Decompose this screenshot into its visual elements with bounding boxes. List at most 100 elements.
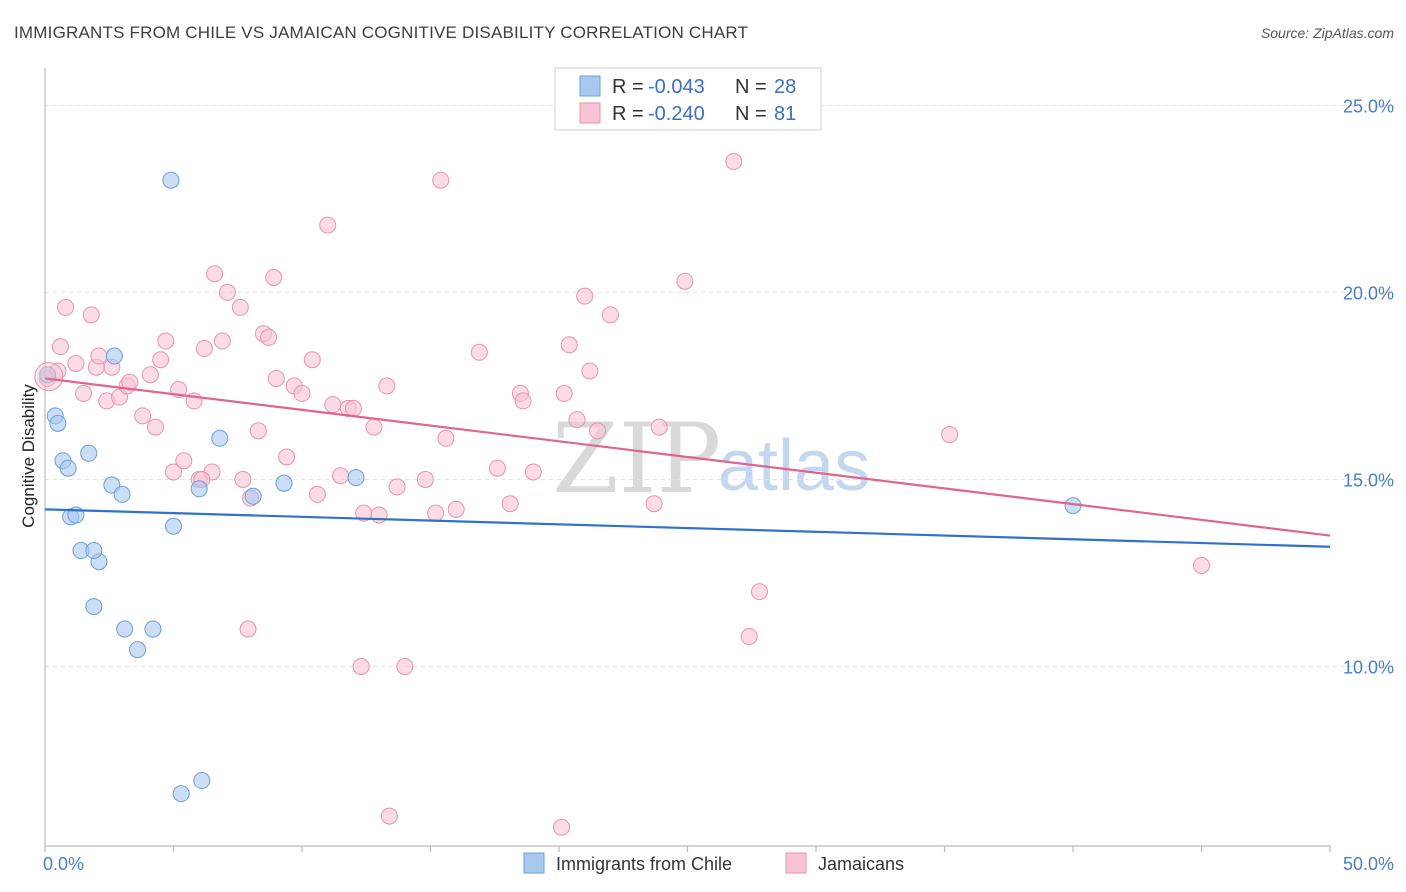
jamaicans-point-35 xyxy=(260,328,278,346)
bottom-legend-swatch-jamaicans xyxy=(785,852,807,874)
jamaicans-point-43 xyxy=(319,216,337,234)
jamaicans-point-5 xyxy=(75,384,93,402)
chile-point-18 xyxy=(172,785,190,803)
y-tick-label-3: 25.0% xyxy=(1343,96,1394,116)
jamaicans-point-52 xyxy=(380,807,398,825)
jamaicans-point-55 xyxy=(416,470,434,488)
jamaicans-point-60 xyxy=(470,343,488,361)
jamaicans-cluster-point xyxy=(34,362,64,392)
jamaicans-point-51 xyxy=(378,377,396,395)
chile-point-16 xyxy=(162,171,180,189)
chile-point-17 xyxy=(165,517,182,535)
chile-point-4 xyxy=(59,459,77,477)
chile-point-13 xyxy=(116,620,134,638)
jamaicans-point-78 xyxy=(740,628,758,646)
chile-point-15 xyxy=(144,620,162,638)
y-tick-label-1: 15.0% xyxy=(1343,470,1394,490)
series-layer xyxy=(34,153,1331,836)
jamaicans-point-27 xyxy=(213,332,231,350)
jamaicans-point-73 xyxy=(601,306,619,324)
jamaicans-point-82 xyxy=(370,506,388,524)
jamaicans-point-80 xyxy=(941,426,959,444)
chile-point-24 xyxy=(347,469,365,487)
jamaicans-point-81 xyxy=(1193,556,1210,574)
series-legend: Immigrants from Chile Jamaicans xyxy=(523,852,904,874)
bottom-legend-label-jamaicans: Jamaicans xyxy=(818,854,904,874)
jamaicans-point-50 xyxy=(365,418,383,436)
chile-point-2 xyxy=(49,414,67,432)
jamaicans-point-79 xyxy=(750,583,768,601)
jamaicans-point-70 xyxy=(576,287,594,305)
legend-r-label-jamaicans: R = xyxy=(612,103,644,125)
trendline-jamaicans xyxy=(44,377,1331,537)
legend-n-value-chile: 28 xyxy=(774,76,796,98)
gridlines xyxy=(45,104,1394,667)
chart-title: IMMIGRANTS FROM CHILE VS JAMAICAN COGNIT… xyxy=(14,23,748,42)
jamaicans-point-56 xyxy=(427,504,445,522)
jamaicans-point-3 xyxy=(57,298,75,316)
jamaicans-point-67 xyxy=(555,384,573,402)
legend-swatch-chile xyxy=(579,75,601,97)
bottom-legend-swatch-chile xyxy=(523,852,545,874)
jamaicans-point-66 xyxy=(553,818,571,836)
chile-point-8 xyxy=(80,444,98,462)
legend-r-value-chile: -0.043 xyxy=(648,76,705,98)
jamaicans-point-4 xyxy=(67,354,85,372)
jamaicans-point-14 xyxy=(134,407,152,425)
jamaicans-point-57 xyxy=(432,171,450,189)
chile-point-20 xyxy=(193,772,211,790)
chile-point-19 xyxy=(190,480,208,498)
legend-n-value-jamaicans: 81 xyxy=(774,103,796,125)
jamaicans-point-75 xyxy=(645,495,663,513)
jamaicans-point-45 xyxy=(332,467,350,485)
x-tick-max: 50.0% xyxy=(1343,854,1394,874)
chile-point-22 xyxy=(244,487,262,505)
legend-n-label-jamaicans: N = xyxy=(735,103,767,125)
chile-point-14 xyxy=(129,641,147,659)
jamaicans-point-17 xyxy=(152,351,170,369)
jamaicans-point-76 xyxy=(676,272,694,290)
jamaicans-point-33 xyxy=(249,422,267,440)
chart-source: Source: ZipAtlas.com xyxy=(1261,25,1394,41)
legend-r-label-chile: R = xyxy=(612,76,644,98)
jamaicans-point-62 xyxy=(501,495,519,513)
jamaicans-point-19 xyxy=(165,463,182,481)
jamaicans-point-69 xyxy=(568,411,586,429)
bottom-legend-label-chile: Immigrants from Chile xyxy=(556,854,732,874)
watermark-atlas: atlas xyxy=(718,426,870,506)
jamaicans-point-15 xyxy=(141,366,159,384)
jamaicans-point-16 xyxy=(147,418,165,436)
jamaicans-point-72 xyxy=(589,422,607,440)
jamaicans-point-37 xyxy=(267,369,285,387)
jamaicans-point-58 xyxy=(437,429,455,447)
jamaicans-point-13 xyxy=(121,373,139,391)
jamaicans-point-40 xyxy=(293,384,311,402)
jamaicans-point-74 xyxy=(650,418,668,436)
y-tick-label-0: 10.0% xyxy=(1343,657,1394,677)
chile-point-23 xyxy=(275,474,293,492)
jamaicans-point-36 xyxy=(265,268,283,286)
jamaicans-point-41 xyxy=(303,351,321,369)
jamaicans-point-21 xyxy=(175,452,193,470)
jamaicans-point-48 xyxy=(352,657,370,675)
jamaicans-point-42 xyxy=(308,485,326,503)
y-axis-label: Cognitive Disability xyxy=(19,384,38,528)
x-tick-marks xyxy=(44,846,1331,852)
jamaicans-point-29 xyxy=(231,298,249,316)
jamaicans-point-53 xyxy=(388,478,406,496)
jamaicans-point-30 xyxy=(234,470,252,488)
stats-legend: R = -0.043 N = 28 R = -0.240 N = 81 xyxy=(554,67,822,131)
jamaicans-point-18 xyxy=(157,332,175,350)
jamaicans-point-64 xyxy=(514,392,532,410)
jamaicans-point-71 xyxy=(581,362,599,380)
watermark: ZIP atlas xyxy=(552,403,870,515)
x-tick-min: 0.0% xyxy=(43,854,84,874)
chile-point-21 xyxy=(211,429,229,447)
jamaicans-point-59 xyxy=(447,500,465,518)
jamaicans-point-6 xyxy=(82,306,100,324)
jamaicans-point-38 xyxy=(278,448,296,466)
trendline-chile xyxy=(44,508,1331,548)
chile-point-12 xyxy=(113,485,131,503)
chile-point-11 xyxy=(105,347,123,365)
